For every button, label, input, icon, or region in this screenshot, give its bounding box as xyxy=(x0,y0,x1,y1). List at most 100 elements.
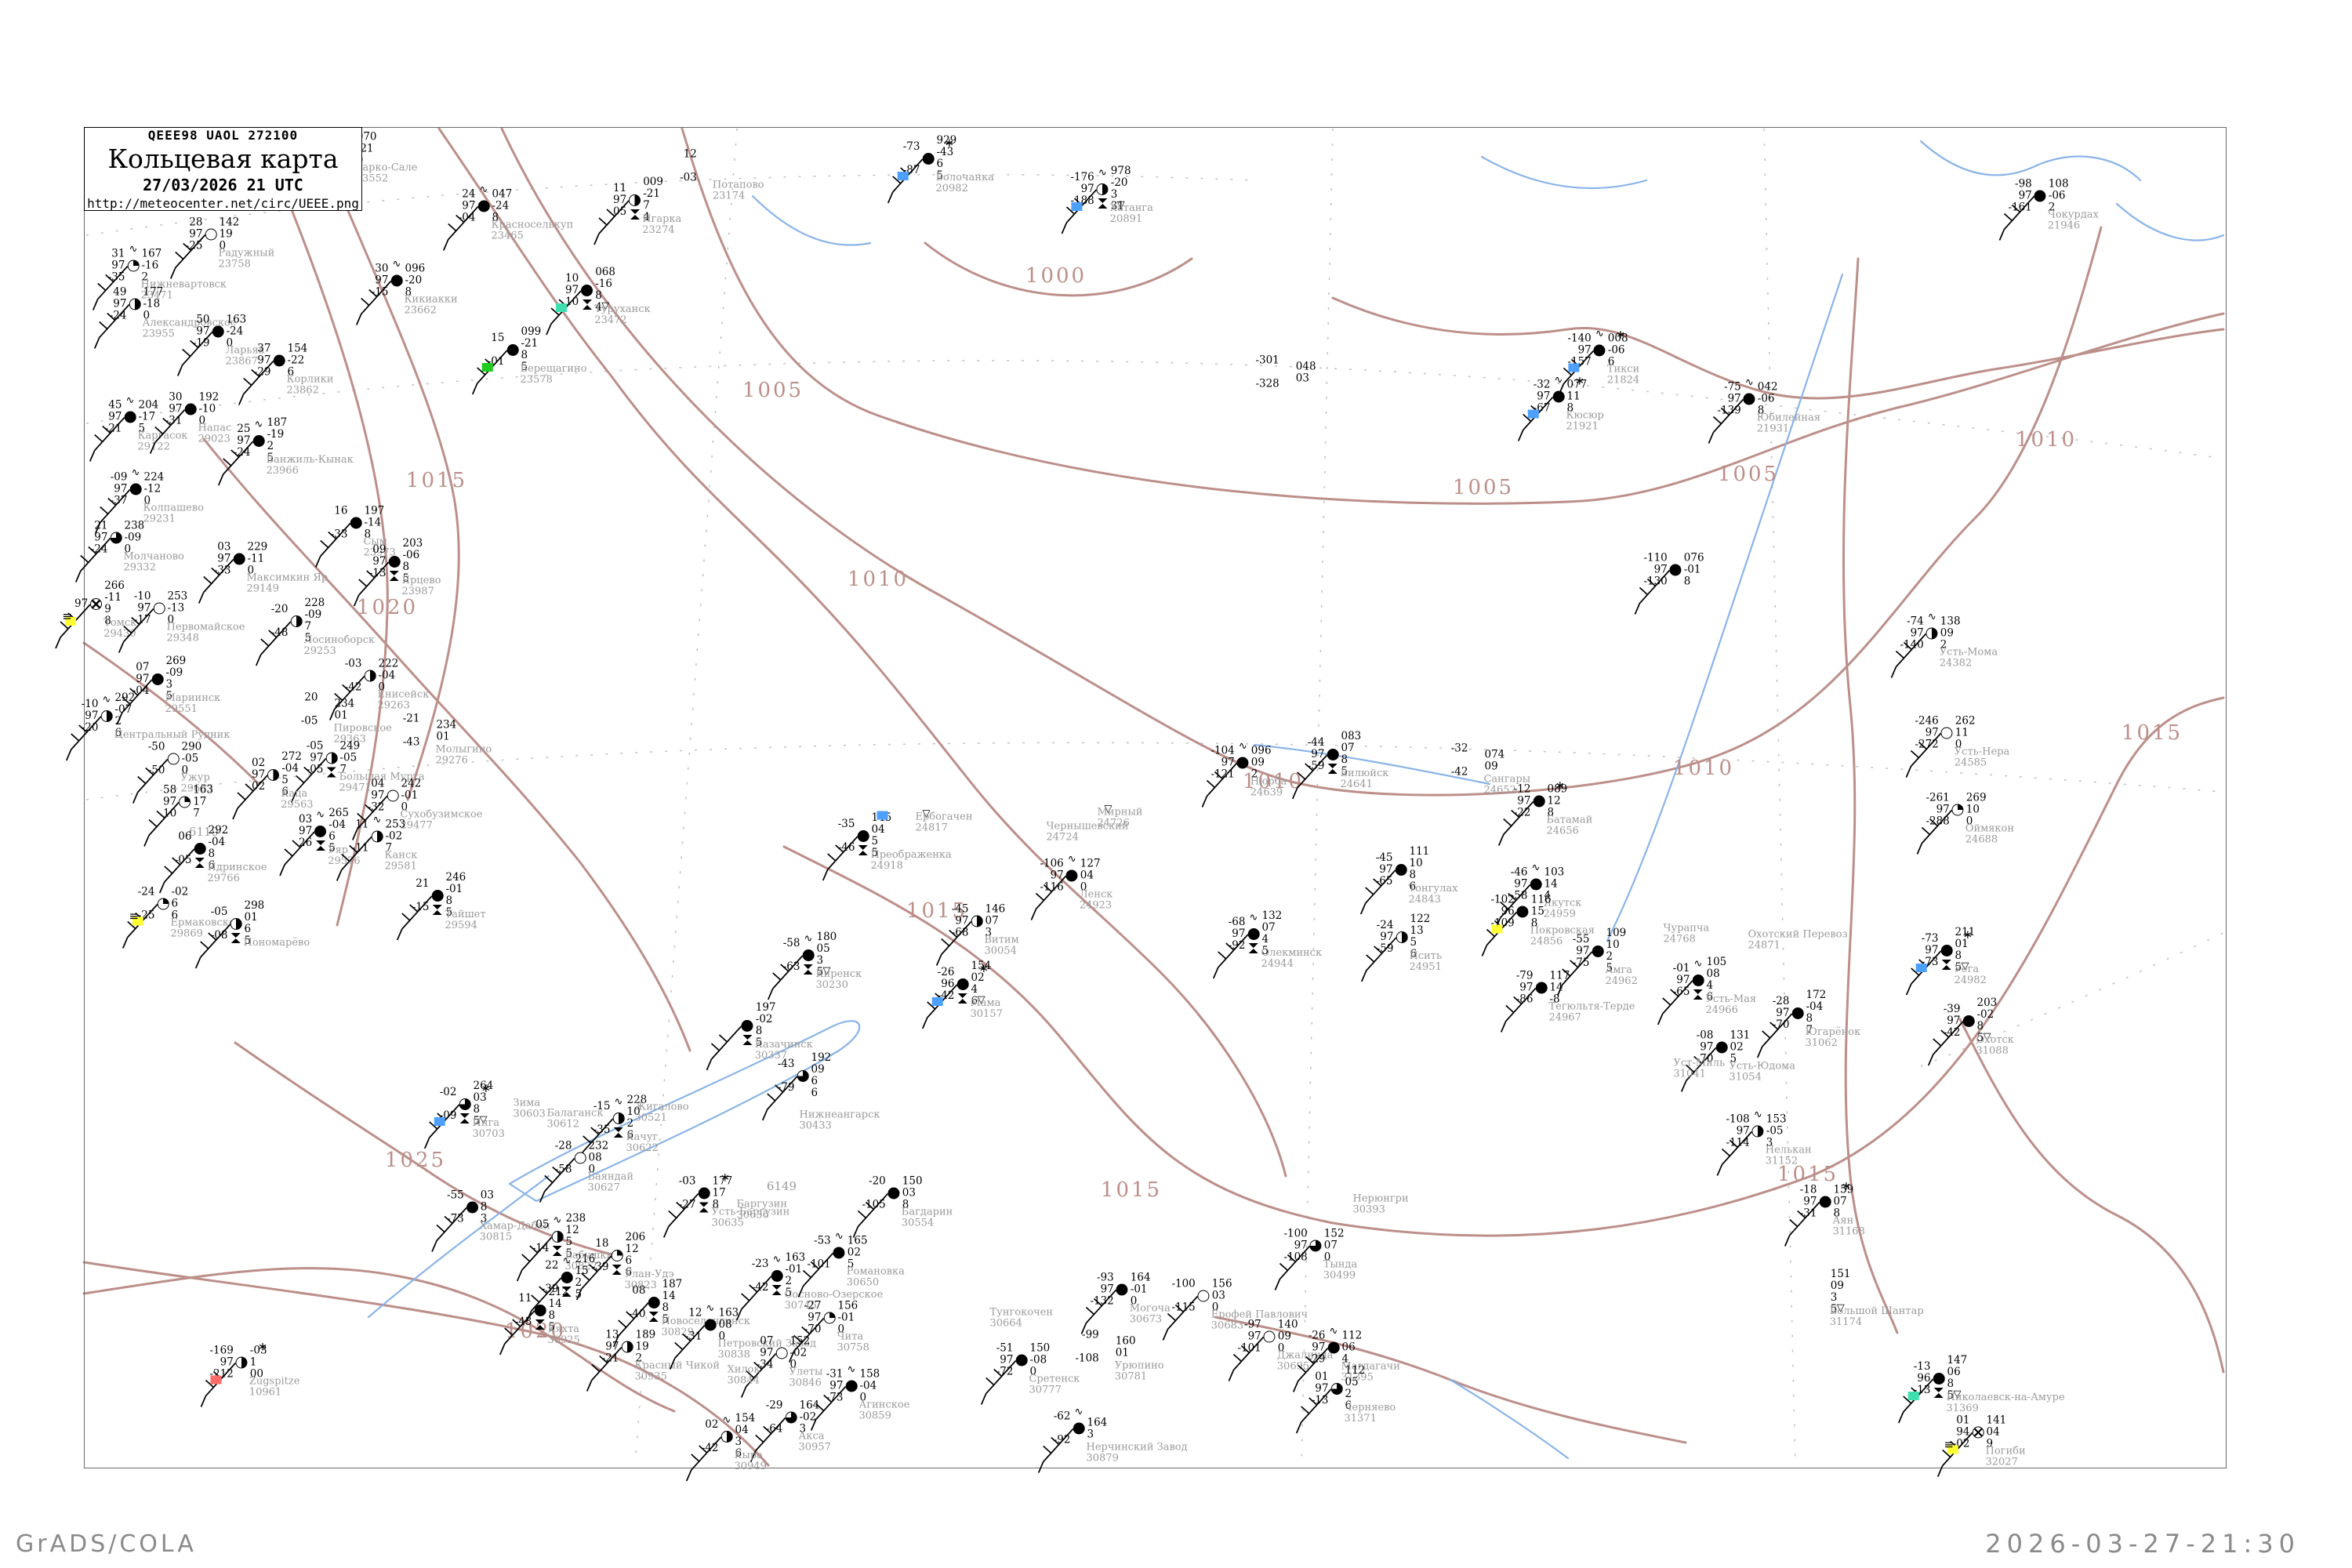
station-value: 8 xyxy=(712,1198,720,1211)
station-value: -17 xyxy=(138,410,156,423)
station-value: 5 xyxy=(1955,961,1962,974)
station-value: 97 xyxy=(1653,563,1668,576)
station-value: 12 xyxy=(1547,794,1561,808)
station-value: 3 xyxy=(1110,188,1118,201)
station-value: -105 xyxy=(862,1198,886,1211)
station-value: 5 xyxy=(473,1115,481,1127)
station-value: -139 xyxy=(1717,404,1741,417)
station-value: 15 xyxy=(575,1265,589,1277)
station-value: 203 xyxy=(1976,996,1998,1009)
station-name-label: Нелькан 31152 xyxy=(1765,1144,1812,1167)
station-value: 099 xyxy=(521,325,542,338)
station-name-label: Баяндай 30627 xyxy=(587,1171,634,1194)
station-value: 25 xyxy=(237,422,251,435)
shower-icon: ▽ xyxy=(1116,198,1125,211)
station-value: 216 xyxy=(575,1253,596,1265)
cloud-type-icon: ∿ xyxy=(1927,611,1936,623)
station-plot-24871: Охотский Перевоз 24871 xyxy=(1735,910,1848,951)
wind-barb-icon xyxy=(575,1254,612,1300)
station-name-label: Чурапча 24768 xyxy=(1663,922,1710,946)
station-value: -09 xyxy=(304,608,322,621)
cloud-cover-symbol xyxy=(1552,390,1565,403)
station-value: 00 xyxy=(249,1367,263,1381)
pressure-tendency-icon xyxy=(432,904,442,915)
station-value: 2 xyxy=(1250,768,1258,781)
wind-barb-icon xyxy=(328,675,365,720)
snow-icon: ∗ xyxy=(481,1080,493,1095)
station-value: 5 xyxy=(281,774,289,786)
station-value: -09 xyxy=(124,531,142,544)
station-name-label: Мирный 24726 xyxy=(1097,806,1143,829)
station-value: 07 xyxy=(1341,742,1355,754)
station-plot-24639: -104 97 -121 ∿ Нюрба 24639 096 09 2 xyxy=(1201,741,1287,808)
wind-barb-icon xyxy=(353,561,390,606)
station-value: 49 xyxy=(113,285,127,299)
cloud-cover-symbol xyxy=(1940,944,1953,956)
station-plot-30635: -03 -27 ∗ Усть-Баргузин 30635 177 17 8 xyxy=(662,1171,789,1238)
station-value: 8 xyxy=(405,285,412,299)
station-value: 6 xyxy=(244,923,252,935)
station-value: 10 xyxy=(565,271,579,285)
station-value: -11 xyxy=(104,591,122,604)
station-value: 140 xyxy=(1277,1318,1298,1331)
cloud-cover-symbol xyxy=(1715,1041,1728,1054)
station-value: -55 xyxy=(447,1189,464,1202)
station-value: 0 xyxy=(1277,1341,1285,1355)
station-value: 8 xyxy=(473,1103,481,1116)
station-value: 0 xyxy=(143,494,151,507)
station-value: -19 xyxy=(267,428,285,441)
station-value: 117 xyxy=(1549,969,1570,982)
wind-barb-icon xyxy=(143,801,180,847)
station-plot-30603: Зима 30603 xyxy=(500,1079,546,1120)
station-name-label: Усть-Мома 24382 xyxy=(1939,646,1998,670)
station-name-label: Кюсюр 21921 xyxy=(1566,409,1604,433)
station-value: 068 xyxy=(595,266,615,278)
station-value: 0 xyxy=(167,613,175,626)
fog-icon: ≡ xyxy=(1944,1437,1955,1452)
station-value: 5 xyxy=(871,847,879,859)
wind-barb-icon xyxy=(1162,1295,1199,1341)
station-value: 97 xyxy=(310,751,324,764)
station-value: 222 xyxy=(378,657,399,670)
precip-marker-blue xyxy=(877,811,888,820)
station-value: 9 xyxy=(1986,1437,1994,1450)
station-value: 211 xyxy=(1955,926,1976,938)
station-plot-23662: 30 97 -15 ∿ Кикиакки 23662 096 -20 8 xyxy=(355,259,458,325)
station-value: -73 xyxy=(1921,931,1939,945)
station-value: -02 xyxy=(789,1346,808,1359)
isobar-label-1005: 1005 xyxy=(1452,476,1515,499)
station-value: 01 xyxy=(1955,938,1969,950)
station-plot-30815: -55 -73 Хамар-Дабан 30815 03 8 3 xyxy=(430,1189,550,1252)
cloud-cover-symbol xyxy=(1395,863,1407,876)
station-plot-30622: -15 -35 ∿ Качуг 30622 228 10 2 6 xyxy=(577,1094,659,1163)
cloud-cover-symbol xyxy=(364,670,376,682)
cloud-cover-symbol xyxy=(741,1019,753,1032)
cloud-type-icon: ∿ xyxy=(614,1095,623,1108)
station-value: -114 xyxy=(1726,1136,1750,1149)
station-value: 09 xyxy=(1484,760,1498,772)
station-value: -02 xyxy=(439,1085,457,1098)
isobar-label-1015: 1015 xyxy=(405,469,468,492)
station-value: -26 xyxy=(1308,1329,1326,1342)
station-value: -01 xyxy=(401,789,419,802)
station-value: 6 xyxy=(1345,1399,1352,1412)
station-value: -27 xyxy=(804,1299,822,1312)
station-plot-31395: -26 97 -29 ∿ Магдагачи 31395 112 06 4 xyxy=(1292,1326,1400,1392)
station-value: 253 xyxy=(167,590,188,603)
station-value: 96 xyxy=(1917,1371,1931,1385)
station-value: 197 xyxy=(364,504,385,517)
station-value: 5 xyxy=(445,906,453,919)
station-value: 97 xyxy=(136,672,150,685)
station-value: 009 xyxy=(643,176,663,188)
station-plot-29122: 45 97 -21 ∿ Каргасок 29122 204 -17 5 xyxy=(89,395,187,462)
station-value: 8 xyxy=(1757,404,1765,417)
station-plot-30838: 12 -31 ∿ Петровский Завод 30838 163 08 0 xyxy=(669,1303,816,1370)
bulletin-id: QEEE98 UAOL 272100 xyxy=(147,127,299,143)
station-value: 97 xyxy=(829,1379,844,1392)
station-plot-29766: 06 -05 Идринское 29766 292 -04 8 6 xyxy=(158,825,267,893)
cloud-type-icon: ∿ xyxy=(102,693,111,706)
station-name-label: Ербогачен 24817 xyxy=(915,811,973,834)
station-value: 229 xyxy=(247,540,268,554)
wind-barb-icon xyxy=(1497,800,1534,846)
